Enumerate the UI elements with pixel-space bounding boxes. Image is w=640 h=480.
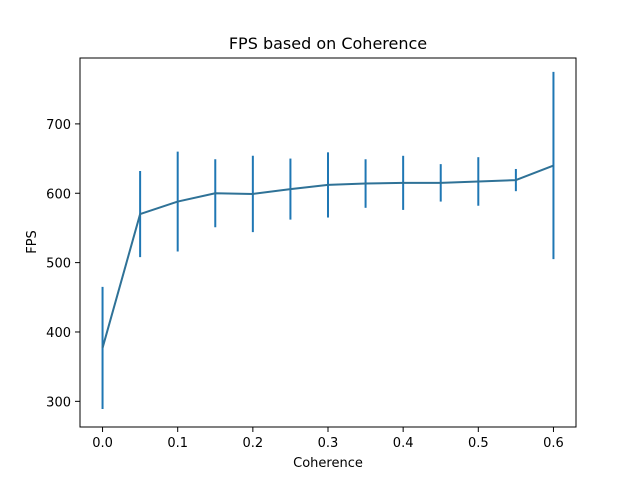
y-tick-label: 600 (46, 187, 71, 202)
y-tick-label: 700 (46, 118, 71, 133)
y-tick-label: 300 (46, 395, 71, 410)
y-tick-label: 400 (46, 326, 71, 341)
x-tick-label: 0.3 (318, 436, 339, 451)
x-tick-label: 0.1 (167, 436, 188, 451)
x-axis: 0.0 0.1 0.2 0.3 0.4 0.5 0.6 (92, 427, 564, 451)
y-axis-label: FPS (25, 230, 40, 254)
x-tick-label: 0.5 (468, 436, 489, 451)
series-line (101, 164, 554, 349)
y-axis: 300 400 500 600 700 (46, 118, 80, 410)
plot-area (101, 71, 555, 409)
y-tick-label: 500 (46, 257, 71, 272)
x-tick-label: 0.6 (543, 436, 564, 451)
chart-title: FPS based on Coherence (229, 34, 427, 53)
x-tick-label: 0.0 (92, 436, 113, 451)
x-axis-label: Coherence (293, 456, 363, 471)
x-tick-label: 0.2 (243, 436, 264, 451)
x-tick-label: 0.4 (393, 436, 414, 451)
